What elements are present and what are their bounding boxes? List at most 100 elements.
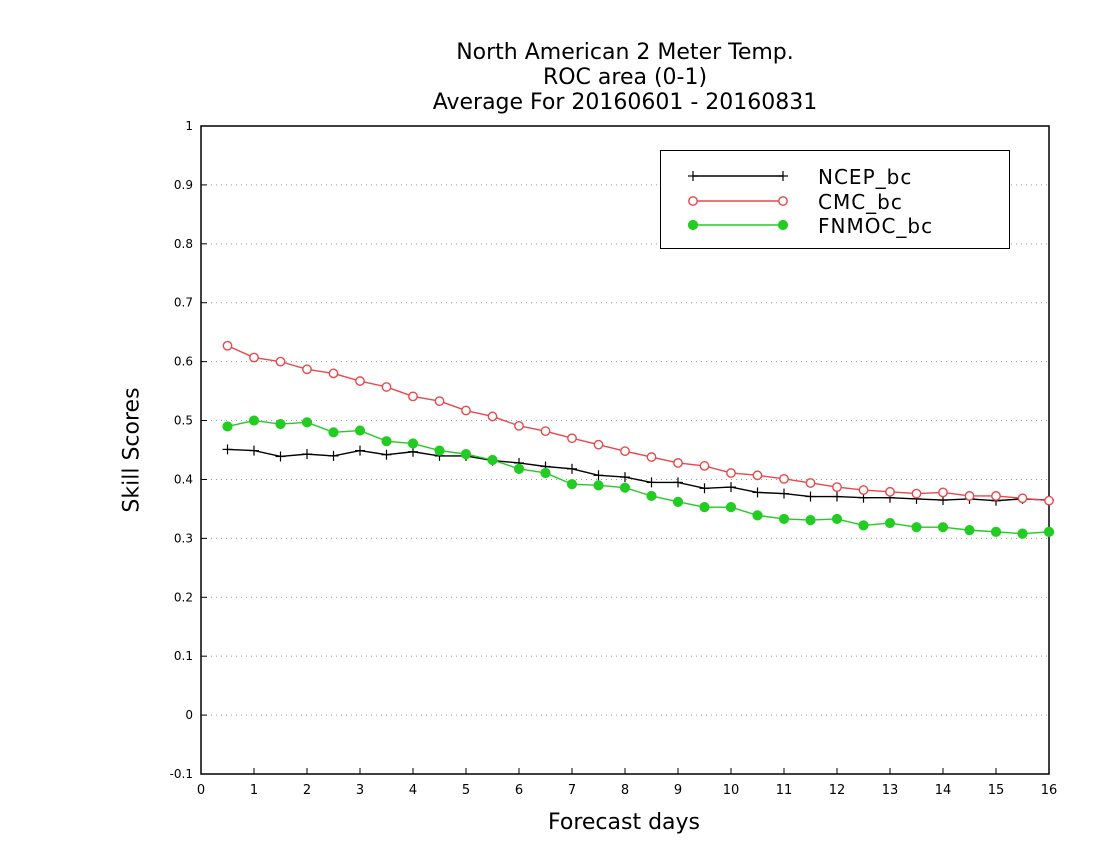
x-tick-label: 15 bbox=[988, 783, 1005, 798]
legend-label-ncep: NCEP_bc bbox=[818, 165, 913, 189]
data-point-ncep-bc bbox=[779, 488, 789, 499]
data-point-fnmoc-bc bbox=[831, 513, 843, 525]
data-point-fnmoc-bc bbox=[566, 479, 578, 490]
legend-marker-ncep-bc bbox=[688, 171, 698, 181]
data-point-cmc-bc bbox=[673, 458, 683, 468]
y-tick-label: 0.6 bbox=[174, 355, 193, 369]
legend: NCEP_bc CMC_bc FNMOC_bc bbox=[660, 150, 1010, 249]
data-point-cmc-bc bbox=[249, 352, 259, 363]
data-point-ncep-bc bbox=[726, 482, 736, 493]
data-point-cmc-bc bbox=[461, 405, 471, 416]
x-tick-label: 8 bbox=[621, 783, 629, 798]
series-cmc-bc bbox=[222, 340, 1054, 506]
data-point-fnmoc-bc bbox=[964, 525, 975, 536]
x-tick-label: 14 bbox=[935, 783, 952, 798]
legend-marker-cmc-bc bbox=[778, 196, 788, 206]
data-point-cmc-bc bbox=[885, 486, 895, 497]
chart-title-line-3: Average For 20160601 - 20160831 bbox=[432, 90, 818, 115]
data-point-cmc-bc bbox=[858, 485, 869, 495]
legend-label-cmc: CMC_bc bbox=[818, 190, 903, 214]
data-point-ncep-bc bbox=[567, 463, 577, 474]
data-point-cmc-bc bbox=[408, 391, 418, 402]
y-tick-label: 0.1 bbox=[174, 649, 193, 663]
data-point-cmc-bc bbox=[832, 482, 842, 493]
data-point-fnmoc-bc bbox=[672, 496, 684, 507]
y-tick-label: 0 bbox=[185, 708, 193, 722]
x-tick-label: 13 bbox=[882, 783, 899, 798]
x-tick-label: 2 bbox=[303, 783, 311, 798]
data-point-cmc-bc bbox=[381, 382, 392, 392]
x-tick-label: 5 bbox=[462, 783, 470, 798]
data-point-fnmoc-bc bbox=[937, 522, 949, 533]
data-point-cmc-bc bbox=[938, 487, 948, 498]
data-point-ncep-bc bbox=[832, 491, 842, 502]
data-point-cmc-bc bbox=[355, 376, 365, 386]
x-tick-label: 16 bbox=[1041, 783, 1058, 798]
data-point-cmc-bc bbox=[222, 340, 233, 351]
data-point-ncep-bc bbox=[302, 449, 312, 460]
data-point-cmc-bc bbox=[699, 461, 710, 471]
data-point-fnmoc-bc bbox=[805, 515, 816, 526]
x-tick-label: 10 bbox=[723, 783, 740, 798]
data-point-fnmoc-bc bbox=[725, 502, 737, 513]
data-point-ncep-bc bbox=[620, 472, 630, 483]
data-point-fnmoc-bc bbox=[858, 520, 869, 531]
series-line-fnmoc-bc bbox=[227, 419, 1050, 535]
y-tick-label: 0.8 bbox=[174, 237, 193, 251]
data-point-fnmoc-bc bbox=[354, 425, 366, 436]
data-point-cmc-bc bbox=[1017, 493, 1028, 504]
data-point-fnmoc-bc bbox=[487, 454, 498, 466]
y-tick-label: -0.1 bbox=[170, 767, 193, 781]
data-point-ncep-bc bbox=[355, 445, 365, 456]
data-point-ncep-bc bbox=[328, 450, 339, 461]
y-tick-label: 0.4 bbox=[174, 472, 193, 486]
data-point-ncep-bc bbox=[673, 477, 683, 488]
data-point-fnmoc-bc bbox=[381, 436, 392, 447]
y-tick-label: 0.9 bbox=[174, 178, 193, 192]
x-tick-label: 11 bbox=[776, 783, 793, 798]
data-point-cmc-bc bbox=[328, 368, 339, 379]
data-point-fnmoc-bc bbox=[911, 522, 922, 533]
x-axis-label: Forecast days bbox=[547, 810, 701, 835]
series-line-cmc-bc bbox=[227, 345, 1050, 502]
data-point-fnmoc-bc bbox=[619, 482, 631, 493]
data-point-fnmoc-bc bbox=[434, 445, 445, 456]
legend-marker-fnmoc-bc bbox=[687, 219, 699, 231]
x-tick-label: 4 bbox=[409, 783, 417, 798]
x-tick-label: 7 bbox=[568, 783, 576, 798]
legend-label-fnmoc: FNMOC_bc bbox=[818, 214, 934, 238]
data-point-fnmoc-bc bbox=[407, 438, 419, 449]
data-point-cmc-bc bbox=[991, 491, 1001, 501]
x-tick-label: 3 bbox=[356, 783, 364, 798]
data-point-fnmoc-bc bbox=[222, 421, 233, 432]
y-tick-label: 1 bbox=[185, 119, 193, 133]
data-point-cmc-bc bbox=[620, 446, 630, 457]
axis-ticks: -0.100.10.20.30.40.50.60.70.80.910 1 2 3 4 5 6… bbox=[170, 119, 1058, 798]
data-point-cmc-bc bbox=[911, 488, 922, 499]
data-point-ncep-bc bbox=[275, 451, 286, 462]
legend-markers bbox=[687, 171, 789, 231]
data-point-ncep-bc bbox=[249, 445, 259, 456]
data-point-ncep-bc bbox=[805, 491, 816, 502]
data-point-ncep-bc bbox=[222, 444, 233, 455]
data-point-fnmoc-bc bbox=[884, 517, 896, 529]
y-tick-label: 0.5 bbox=[174, 414, 193, 428]
data-point-fnmoc-bc bbox=[513, 463, 525, 474]
data-point-fnmoc-bc bbox=[752, 510, 763, 521]
data-point-fnmoc-bc bbox=[275, 418, 286, 430]
data-point-cmc-bc bbox=[646, 452, 657, 462]
data-point-ncep-bc bbox=[646, 477, 657, 488]
data-point-ncep-bc bbox=[381, 449, 392, 460]
data-point-fnmoc-bc bbox=[301, 417, 313, 428]
legend-marker-cmc-bc bbox=[688, 196, 698, 206]
x-tick-label: 1 bbox=[250, 783, 258, 798]
data-point-cmc-bc bbox=[487, 411, 498, 422]
data-point-cmc-bc bbox=[540, 426, 551, 437]
legend-marker-ncep-bc bbox=[778, 171, 788, 181]
data-point-cmc-bc bbox=[726, 468, 736, 478]
data-point-fnmoc-bc bbox=[699, 502, 710, 513]
y-axis-label: Skill Scores bbox=[119, 387, 145, 513]
data-point-fnmoc-bc bbox=[646, 490, 657, 502]
series-fnmoc-bc bbox=[222, 415, 1055, 539]
